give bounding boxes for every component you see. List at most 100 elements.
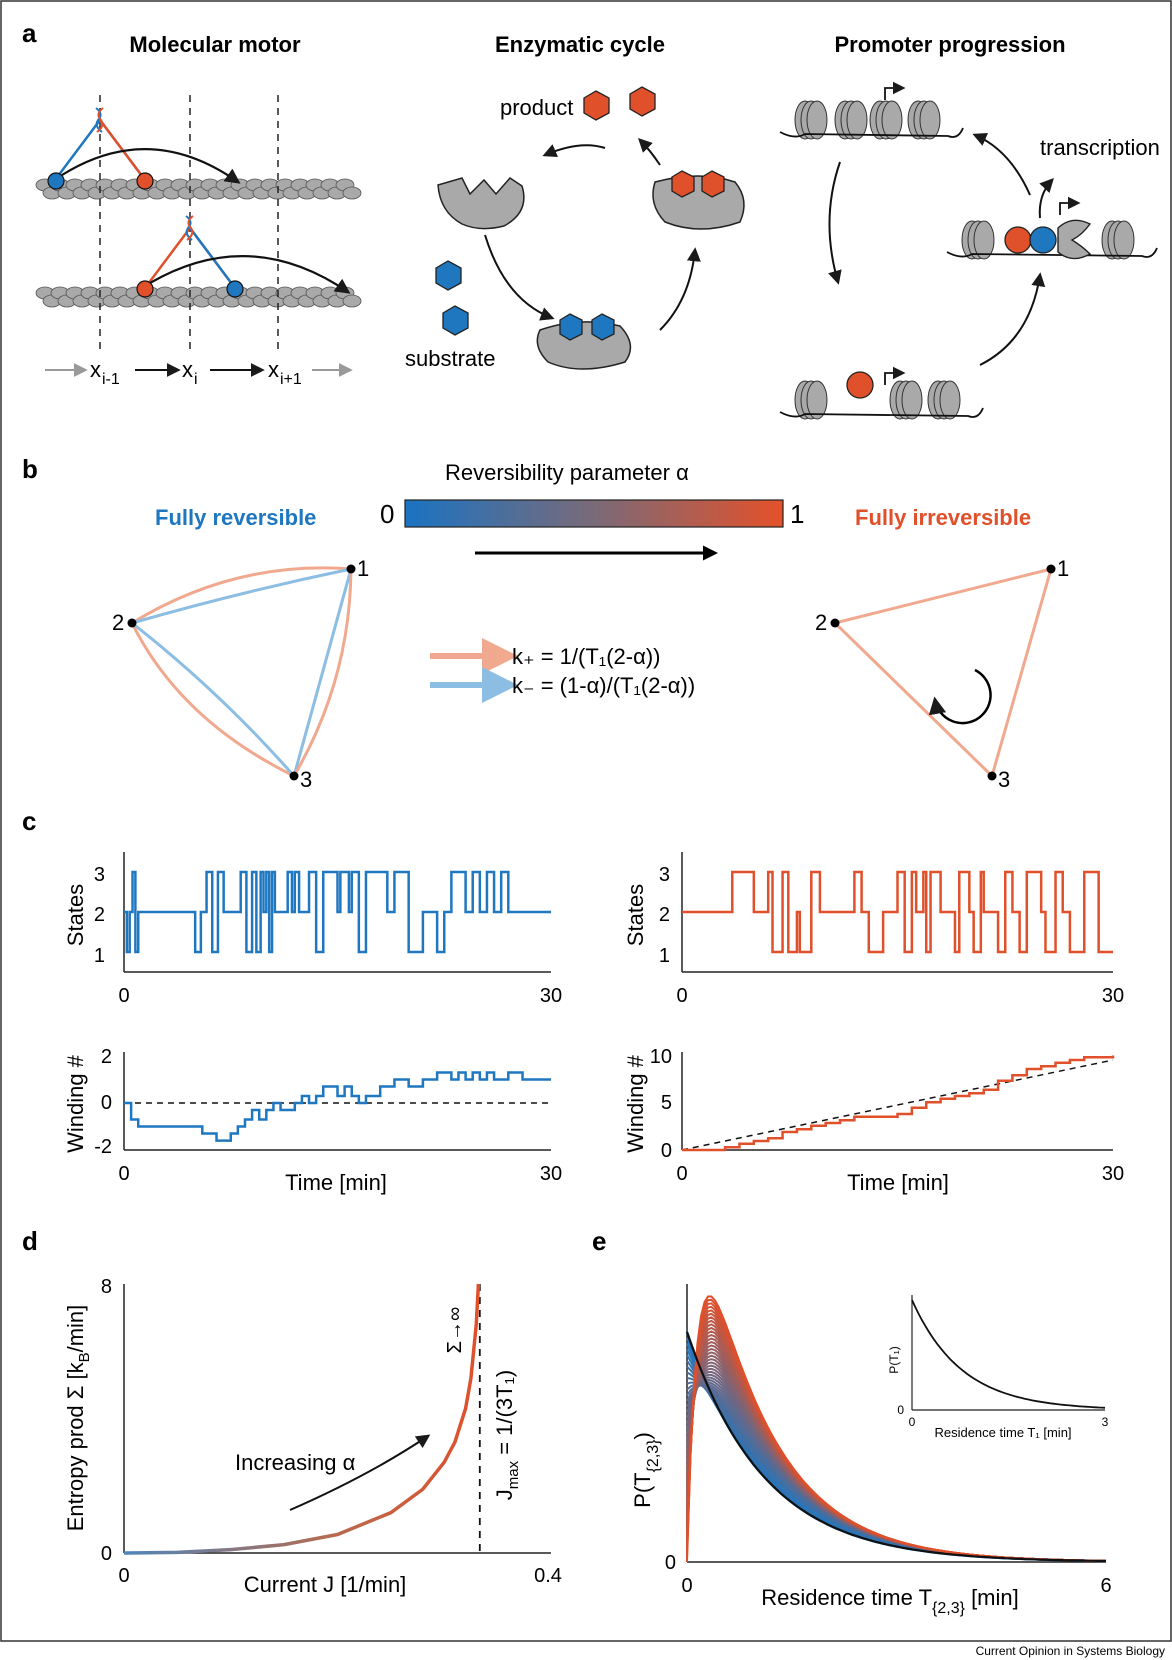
- nucleosomes-top: [779, 100, 964, 140]
- sigma-infinity-label: Σ→∞: [444, 1307, 466, 1354]
- colorbar-min: 0: [380, 499, 394, 529]
- pos-sub-1: i-1: [102, 371, 120, 388]
- substrate-hexagon-1: [435, 260, 462, 291]
- actin-filament-top: [35, 178, 362, 200]
- c-right-states-tick-1: 1: [659, 945, 670, 967]
- dna-strand: [779, 127, 964, 138]
- e-y-0: 0: [665, 1552, 676, 1574]
- product-hexagon-bound-2: [701, 170, 725, 198]
- c-right-states-trace: [682, 870, 1113, 954]
- nucleosomes-bottom: [779, 380, 984, 420]
- panel-d-label: d: [22, 1226, 38, 1256]
- c-left-states-x30: 30: [540, 985, 562, 1007]
- c-left-wind-ylabel: Winding #: [63, 1054, 88, 1153]
- dna-strand: [779, 407, 984, 418]
- product-hexagon-1: [583, 90, 610, 121]
- panel-e-label: e: [592, 1226, 606, 1256]
- c-right-wind-x30: 30: [1102, 1163, 1124, 1185]
- d-ylabel: Entropy prod Σ [kB/min]: [63, 1305, 93, 1532]
- substrate-hexagon-bound-1: [559, 313, 583, 341]
- c-left-states-tick-2: 2: [94, 904, 105, 926]
- inset-ylabel: P(T₁): [887, 1346, 901, 1373]
- product-hexagon-2: [629, 86, 656, 117]
- reversibility-colorbar: [404, 499, 784, 528]
- e-x-0: 0: [681, 1575, 692, 1597]
- polymerase: [1057, 219, 1092, 260]
- rate-plus: k₊ = 1/(T₁(2-α)): [512, 644, 660, 669]
- c-left-states-x0: 0: [118, 985, 129, 1007]
- pos-sub-3: i+1: [280, 371, 302, 388]
- c-left-wind-tick-2: 2: [101, 1046, 112, 1068]
- state-1-right: 1: [1057, 556, 1069, 581]
- c-left-states-plot: 3 2 1 0 30 States: [63, 852, 562, 1007]
- c-left-states-tick-1: 1: [94, 945, 105, 967]
- c-right-winding-trace: [682, 1055, 1115, 1152]
- motor-head-blue-2: [226, 280, 244, 298]
- c-right-states-x0: 0: [676, 985, 687, 1007]
- nucleosome: [939, 380, 961, 420]
- c-right-winding-plot: 10 5 0 0 30 Winding # Time [min]: [623, 1046, 1124, 1195]
- enzyme-substrate-bound: [536, 321, 632, 370]
- inset-exponential-curve: [911, 1299, 1106, 1409]
- title-enzymatic-cycle: Enzymatic cycle: [495, 32, 665, 57]
- e-inset: 0 0 3 Residence time T₁ [min] P(T₁): [887, 1295, 1109, 1440]
- tf-orange-right: [1004, 226, 1032, 254]
- nucleosome: [806, 100, 828, 140]
- c-right-wind-tick-10: 10: [650, 1046, 672, 1068]
- e-ylabel: P(T{2,3}): [630, 1432, 662, 1508]
- e-xlabel: Residence time T{2,3} [min]: [761, 1585, 1019, 1617]
- title-promoter-progression: Promoter progression: [834, 32, 1065, 57]
- c-left-winding-plot: 2 0 -2 0 30 Winding # Time [min]: [63, 1046, 562, 1195]
- pos-x-2: x: [182, 357, 193, 382]
- c-right-states-ylabel: States: [623, 884, 648, 946]
- e-distribution-curves: [685, 1295, 1107, 1563]
- state-2-left: 2: [112, 610, 124, 635]
- promoter-progression-diagram: transcription: [779, 81, 1160, 420]
- nucleosome: [806, 380, 828, 420]
- pos-x-1: x: [90, 357, 101, 382]
- d-y-8: 8: [101, 1276, 112, 1298]
- substrate-hexagon-bound-2: [591, 313, 615, 341]
- motor-head-orange-2: [136, 280, 154, 298]
- enzymatic-cycle-diagram: product substrate: [405, 86, 745, 371]
- motor-head-orange: [136, 172, 154, 190]
- jmax-label: Jmax = 1/(3T₁): [492, 1370, 522, 1501]
- c-left-states-tick-3: 3: [94, 864, 105, 886]
- pos-sub-2: i: [194, 371, 198, 388]
- d-entropy-curve: [123, 1283, 481, 1555]
- c-right-wind-tick-5: 5: [661, 1092, 672, 1114]
- c-right-states-tick-3: 3: [659, 864, 670, 886]
- c-left-winding-trace: [124, 1071, 551, 1142]
- title-molecular-motor: Molecular motor: [129, 32, 301, 57]
- c-left-wind-x30: 30: [540, 1163, 562, 1185]
- c-right-wind-tick-0: 0: [661, 1140, 672, 1162]
- c-left-states-ylabel: States: [63, 884, 88, 946]
- state-1-left: 1: [357, 556, 369, 581]
- nucleosome: [919, 100, 941, 140]
- circulation-arrow: [928, 668, 992, 725]
- enzyme-product-bound: [652, 175, 745, 230]
- product-label: product: [500, 95, 573, 120]
- fully-irreversible-title: Fully irreversible: [855, 505, 1031, 530]
- actin-filament-bottom: [35, 286, 362, 308]
- inset-xlabel: Residence time T₁ [min]: [934, 1425, 1071, 1440]
- panel-a-label: a: [22, 18, 37, 48]
- c-left-wind-tick-0: 0: [101, 1092, 112, 1114]
- pos-x-3: x: [268, 357, 279, 382]
- filament-subunit: [342, 186, 362, 200]
- e-x-6: 6: [1100, 1575, 1111, 1597]
- tf-orange-bottom: [846, 371, 874, 399]
- state-3-right: 3: [998, 767, 1010, 792]
- nucleosome: [973, 220, 995, 260]
- e-reference-curve: [685, 1331, 1107, 1563]
- c-right-wind-x0: 0: [676, 1163, 687, 1185]
- c-left-states-trace: [124, 870, 551, 954]
- motor-head-blue: [47, 172, 65, 190]
- transcription-label: transcription: [1040, 135, 1160, 160]
- substrate-hexagon-2: [442, 305, 469, 336]
- e-plot: 0 0 6 Residence time T{2,3} [min] P(T{2,…: [630, 1284, 1112, 1617]
- panel-c-label: c: [22, 806, 36, 836]
- footer-journal: Current Opinion in Systems Biology: [976, 1644, 1165, 1658]
